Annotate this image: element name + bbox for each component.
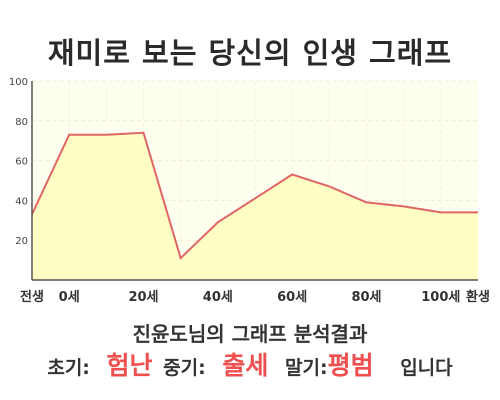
- early-value: 험난: [106, 351, 153, 380]
- mid-value: 출세: [222, 351, 269, 380]
- x-tick-label: 20세: [128, 290, 158, 305]
- page-title: 재미로 보는 당신의 인생 그래프: [47, 36, 453, 70]
- x-tick-label: 40세: [203, 290, 233, 305]
- y-tick-label: 40: [15, 196, 28, 207]
- analysis-result: 초기: 험난 중기: 출세 말기:평범 입니다: [0, 346, 500, 382]
- y-tick-label: 100: [9, 77, 28, 88]
- early-label: 초기:: [47, 357, 90, 379]
- late-label: 말기:: [285, 357, 328, 379]
- late-value: 평범: [327, 351, 374, 380]
- x-tick-label: 100세: [421, 290, 460, 305]
- area-fill: [32, 132, 478, 280]
- x-tick-label: 환생: [466, 289, 490, 305]
- x-tick-label: 60세: [277, 290, 307, 305]
- mid-label: 중기:: [163, 357, 206, 379]
- y-tick-label: 60: [15, 157, 28, 168]
- analysis-heading: 진윤도님의 그래프 분석결과: [132, 322, 368, 346]
- y-tick-label: 20: [15, 236, 28, 247]
- series-line: [31, 131, 478, 260]
- x-axis-ticks: 전생 0세 20세 40세 60세 80세 100세 환생: [20, 289, 490, 305]
- y-tick-label: 80: [15, 117, 28, 128]
- y-axis-ticks: 100 80 60 40 20: [9, 77, 28, 247]
- ending-text: 입니다: [400, 357, 453, 379]
- x-tick-label: 0세: [59, 290, 80, 305]
- x-tick-label: 80세: [351, 290, 381, 305]
- x-tick-label: 전생: [20, 289, 44, 305]
